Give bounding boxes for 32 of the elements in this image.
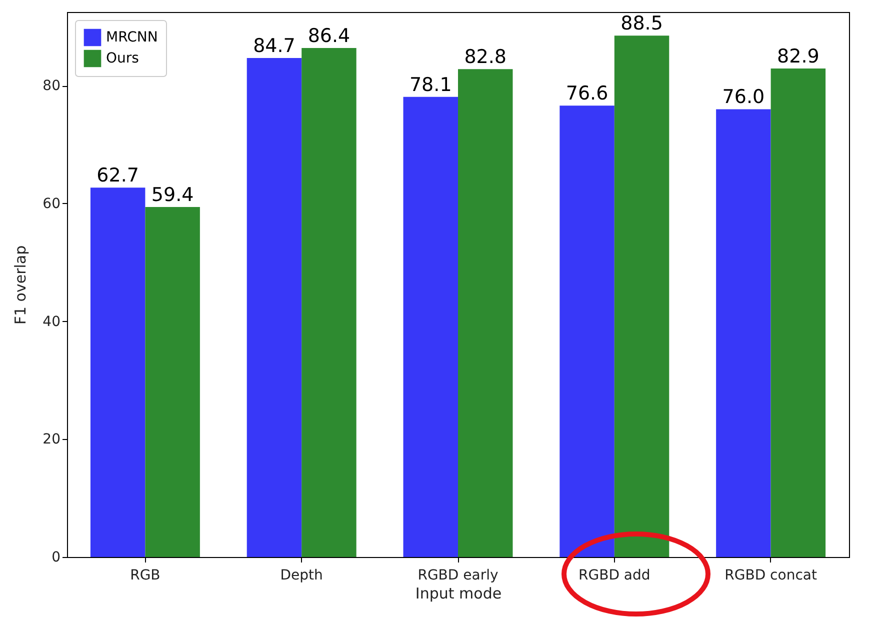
bar xyxy=(302,48,356,557)
legend-label: Ours xyxy=(106,50,139,66)
data-label: 82.9 xyxy=(777,46,820,68)
data-label: 76.0 xyxy=(722,86,765,108)
bar xyxy=(770,68,826,557)
bar xyxy=(90,188,146,557)
x-tick-label: Depth xyxy=(280,568,323,584)
data-label: 88.5 xyxy=(620,12,663,35)
legend-label: MRCNN xyxy=(106,30,158,46)
x-tick-label: RGBD early xyxy=(418,568,498,584)
bar xyxy=(246,58,302,557)
x-tick-label: RGBD concat xyxy=(724,568,818,584)
bar xyxy=(403,96,458,557)
y-tick-label: 20 xyxy=(42,432,60,448)
y-tick-label: 40 xyxy=(42,314,60,330)
data-label: 86.4 xyxy=(308,24,350,47)
x-tick-label: RGB xyxy=(130,568,160,584)
x-tick-label: RGBD add xyxy=(578,568,650,584)
data-label: 62.7 xyxy=(96,164,139,187)
bar xyxy=(145,207,200,557)
y-tick-label: 0 xyxy=(52,550,60,566)
x-axis-title: Input mode xyxy=(415,584,502,602)
data-label: 84.7 xyxy=(253,34,296,57)
data-label: 59.4 xyxy=(151,184,194,206)
y-tick-label: 60 xyxy=(42,196,60,212)
data-label: 78.1 xyxy=(409,74,452,96)
data-label: 82.8 xyxy=(464,46,507,68)
bar xyxy=(716,109,771,557)
y-axis-title: F1 overlap xyxy=(12,245,30,325)
y-tick-label: 80 xyxy=(42,78,60,94)
bar xyxy=(458,69,513,557)
data-label: 76.6 xyxy=(566,82,608,105)
